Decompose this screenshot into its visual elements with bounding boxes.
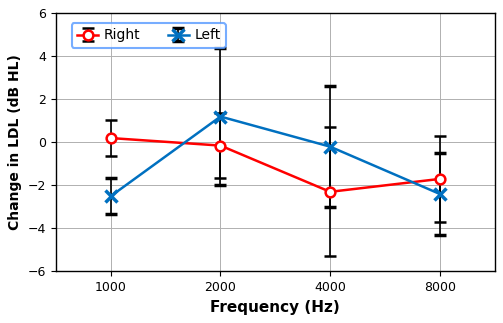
X-axis label: Frequency (Hz): Frequency (Hz) bbox=[210, 300, 340, 315]
Legend: Right, Left: Right, Left bbox=[72, 23, 226, 48]
Y-axis label: Change in LDL (dB HL): Change in LDL (dB HL) bbox=[9, 54, 22, 230]
